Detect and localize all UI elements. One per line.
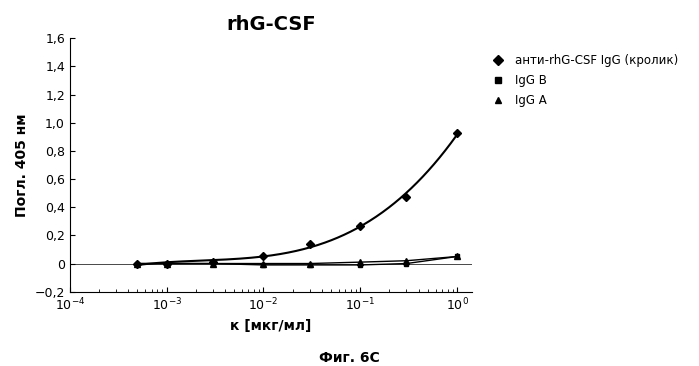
Legend: анти-rhG-CSF IgG (кролик), IgG B, IgG A: анти-rhG-CSF IgG (кролик), IgG B, IgG A [482,49,683,112]
Text: Фиг. 6C: Фиг. 6C [319,351,380,365]
Title: rhG-CSF: rhG-CSF [226,15,315,34]
X-axis label: к [мкг/мл]: к [мкг/мл] [230,319,312,333]
Y-axis label: Погл. 405 нм: Погл. 405 нм [15,113,29,217]
